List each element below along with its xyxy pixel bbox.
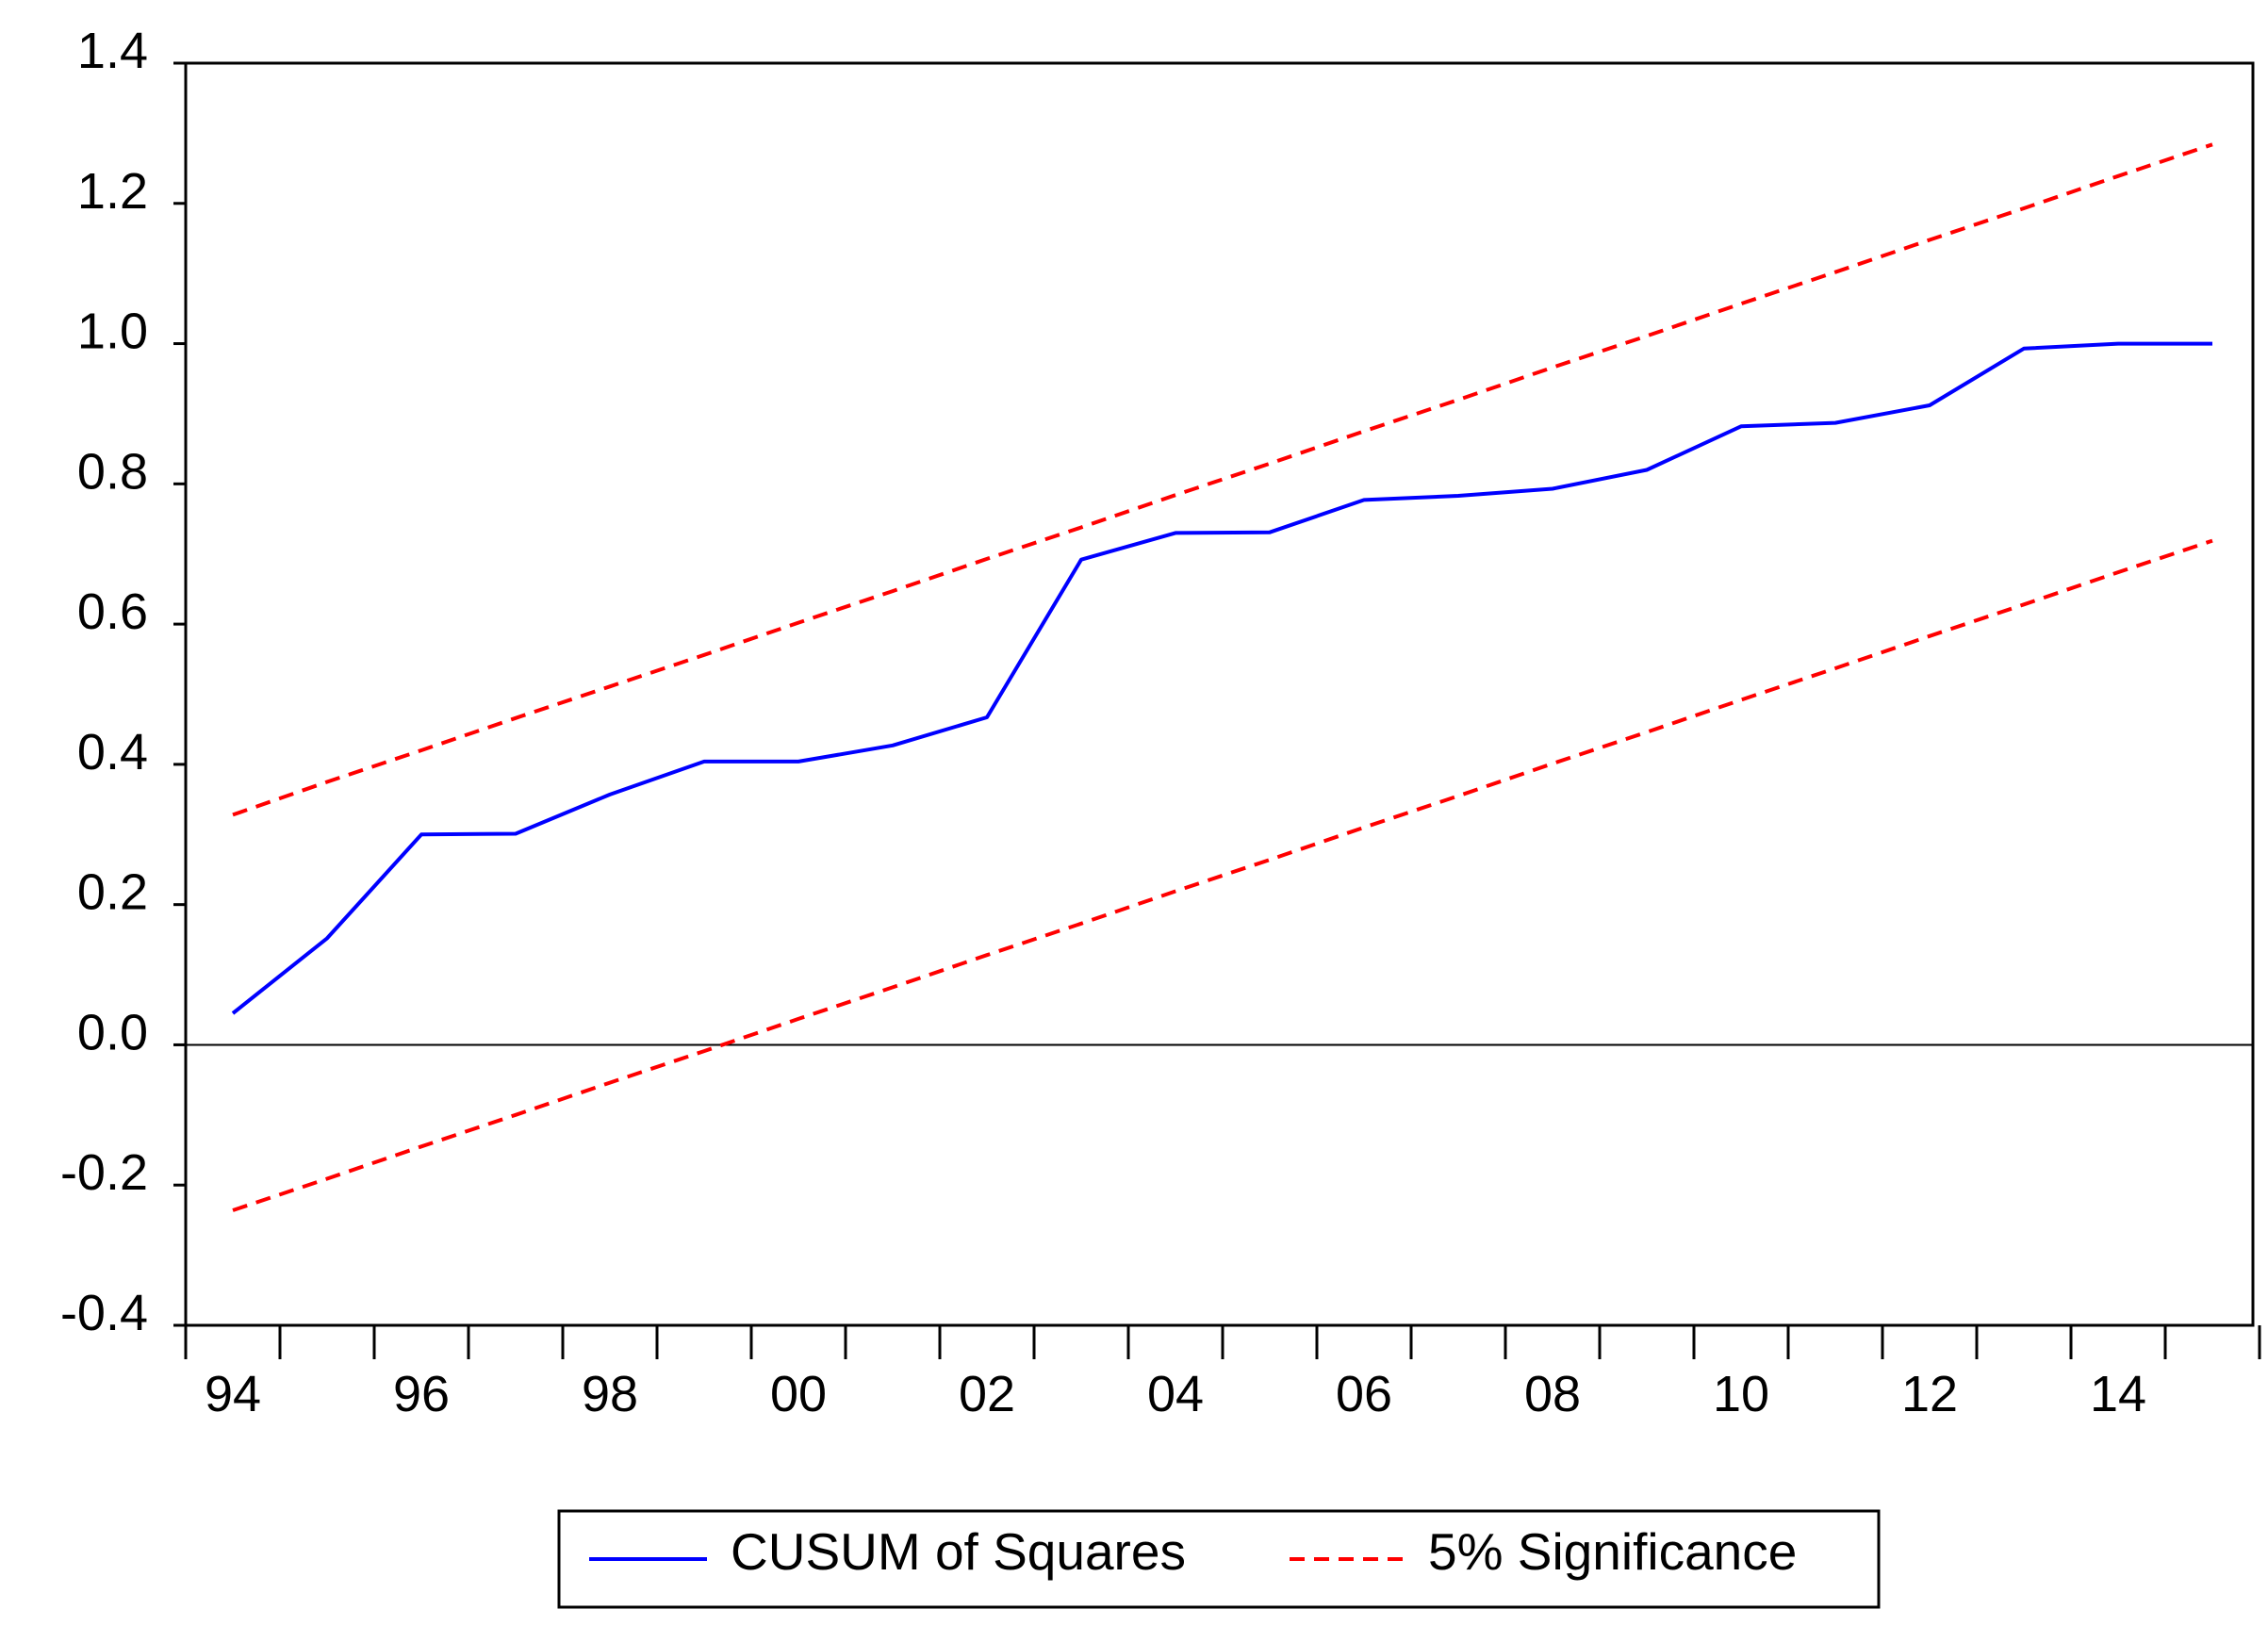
x-tick-label: 06 xyxy=(1336,1366,1392,1422)
series-line-cusum xyxy=(231,341,2212,1015)
y-tick-label: -0.2 xyxy=(60,1144,148,1201)
y-tick-label: 1.0 xyxy=(77,304,148,360)
series-line-lower-bound xyxy=(232,538,2213,1212)
y-tick-label: -0.4 xyxy=(60,1285,148,1341)
x-tick-label: 10 xyxy=(1713,1366,1769,1422)
y-tick-label: 0.0 xyxy=(77,1004,148,1060)
legend: CUSUM of Squares 5% Significance xyxy=(557,1509,1881,1609)
y-tick-label: 0.6 xyxy=(77,583,148,640)
x-tick-label: 94 xyxy=(205,1366,261,1422)
y-tick-label: 1.2 xyxy=(77,163,148,220)
series-layer xyxy=(231,142,2213,1212)
y-tick-label: 1.4 xyxy=(77,23,148,79)
plot-frame xyxy=(184,61,2255,1327)
legend-label-cusum: CUSUM of Squares xyxy=(731,1522,1186,1581)
x-tick-label: 14 xyxy=(2090,1366,2146,1422)
series-line-upper-bound xyxy=(232,142,2213,817)
y-axis: 1.4 1.2 1.0 0.8 0.6 0.4 0.2 0.0 -0.2 -0.4 xyxy=(60,23,186,1341)
x-tick-label: 02 xyxy=(959,1366,1015,1422)
y-tick-label: 0.4 xyxy=(77,724,148,780)
y-tick-label: 0.2 xyxy=(77,864,148,921)
y-tick-label: 0.8 xyxy=(77,443,148,500)
x-tick-label: 98 xyxy=(582,1366,638,1422)
x-tick-label: 08 xyxy=(1524,1366,1581,1422)
legend-box xyxy=(557,1509,1881,1609)
legend-label-significance: 5% Significance xyxy=(1428,1522,1797,1581)
x-tick-label: 00 xyxy=(770,1366,827,1422)
x-tick-label: 04 xyxy=(1147,1366,1204,1422)
x-tick-label: 12 xyxy=(1901,1366,1958,1422)
x-tick-label: 96 xyxy=(393,1366,450,1422)
x-axis: 94 96 98 00 02 04 06 08 10 12 14 xyxy=(184,1325,2261,1422)
